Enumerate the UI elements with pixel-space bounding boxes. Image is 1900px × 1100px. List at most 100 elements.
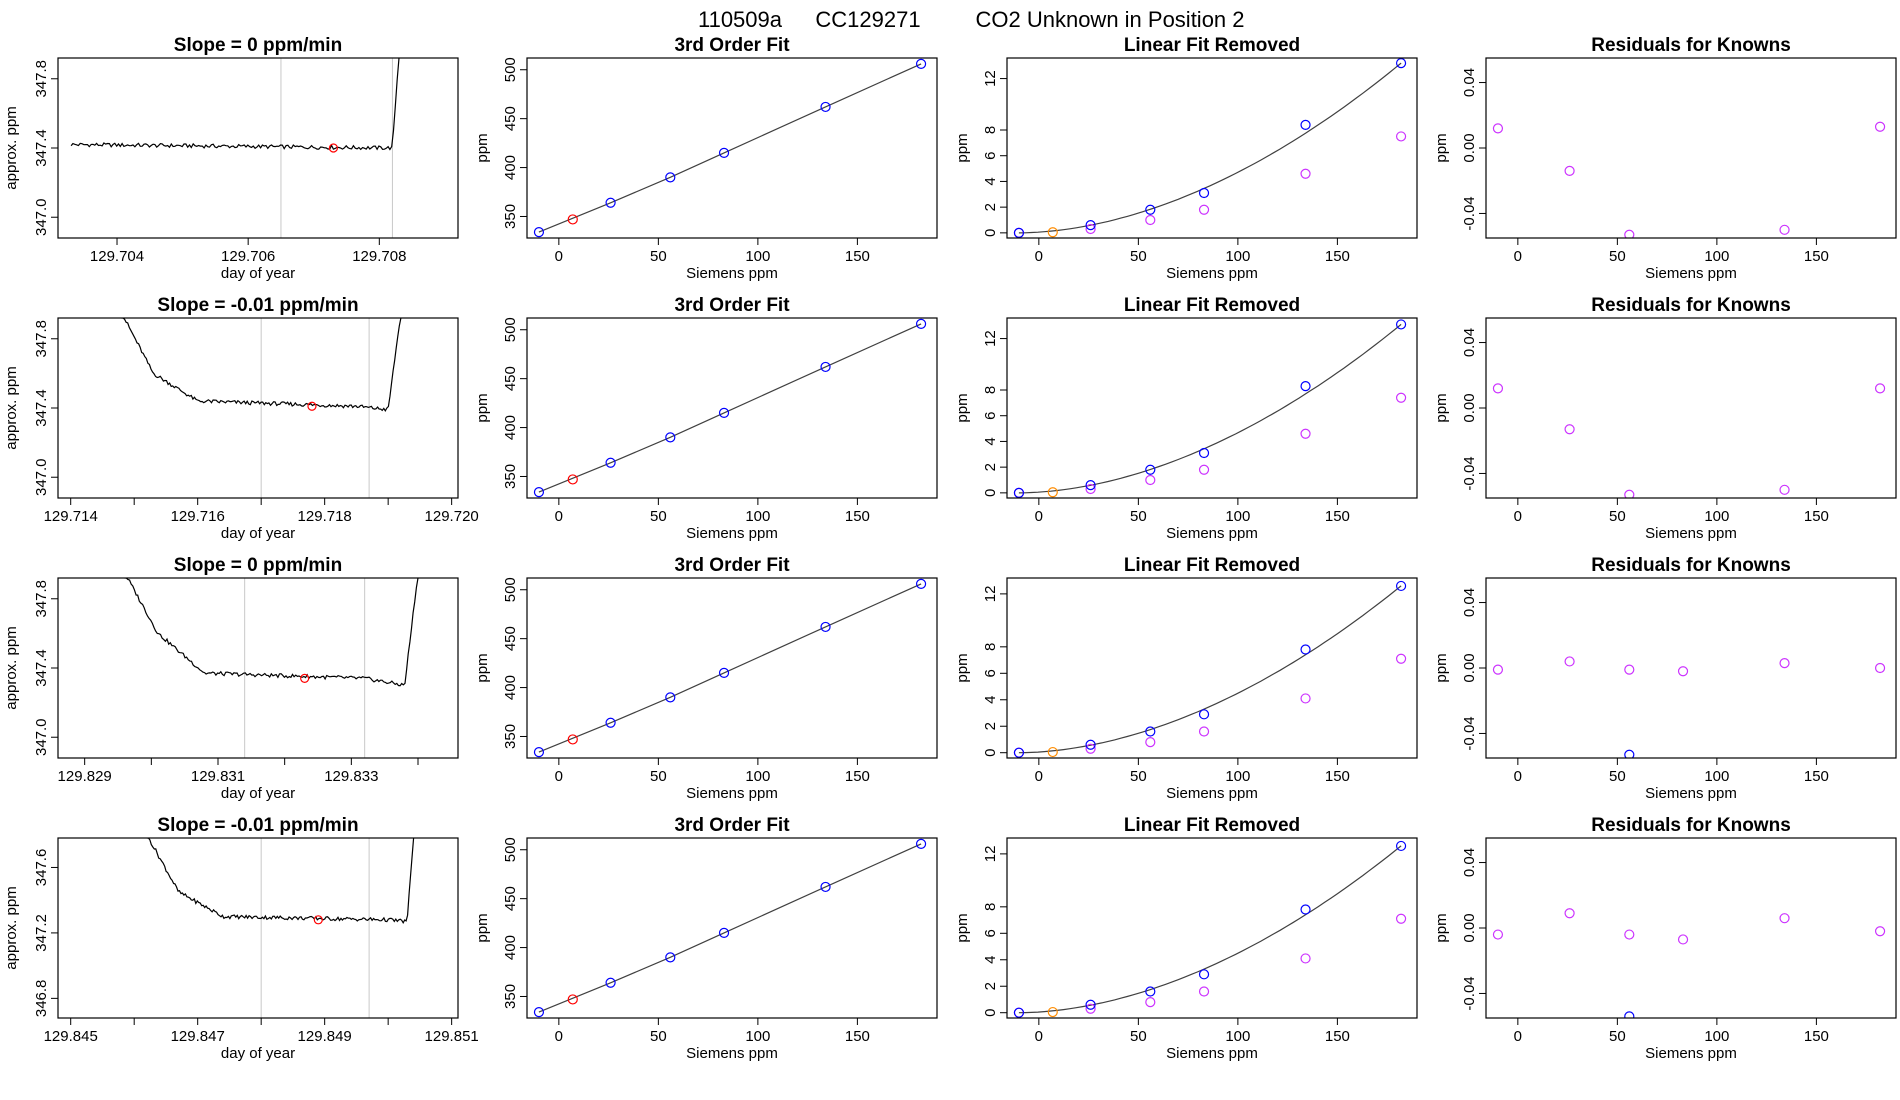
- panel-time-series-row1: Slope = 0 ppm/min 129.704 129.706 129.708 da…: [3, 35, 459, 282]
- linear-fit-point: [1198, 464, 1210, 475]
- x-tick-label: 150: [1325, 768, 1350, 785]
- panel-title: 3rd Order Fit: [674, 555, 790, 576]
- linear-fit-point: [1085, 223, 1096, 235]
- residual-point: [1677, 666, 1689, 677]
- known-standard-point: [915, 578, 927, 589]
- sample-average-point: [307, 401, 317, 411]
- panel-frame: [1006, 837, 1418, 1019]
- y-tick-label: 0: [982, 229, 999, 237]
- known-standard-point: [1085, 999, 1096, 1010]
- x-tick-label: 100: [1704, 508, 1729, 525]
- known-standard-point: [1395, 580, 1407, 592]
- x-tick-label: 100: [1704, 248, 1729, 265]
- residual-point: [1779, 657, 1790, 669]
- linear-fit-point: [1085, 743, 1096, 754]
- y-axis-label: ppm: [474, 913, 491, 942]
- residual-point: [1874, 121, 1886, 132]
- x-tick-label: 129.706: [221, 248, 275, 265]
- x-tick-label: 129.716: [171, 508, 225, 525]
- known-standard-point: [1085, 220, 1096, 231]
- known-standard-point: [1198, 969, 1210, 980]
- suptitle-run: 110509a: [698, 7, 783, 32]
- panel-title: 3rd Order Fit: [674, 295, 790, 316]
- x-tick-label: 129.847: [171, 1028, 225, 1045]
- linear-fit-point: [1085, 483, 1096, 495]
- plot-area: [1492, 656, 1886, 758]
- y-tick-label: 2: [982, 463, 999, 471]
- panel-title: Residuals for Knowns: [1591, 35, 1791, 56]
- known-standard-point: [605, 717, 616, 728]
- concentration-trace: [124, 578, 419, 687]
- y-tick-label: 347.4: [33, 129, 50, 167]
- y-tick-label: 2: [982, 982, 999, 990]
- y-tick-label: 6: [982, 412, 999, 420]
- residual-point: [1779, 224, 1790, 235]
- y-tick-label: 350: [502, 464, 519, 489]
- x-tick-label: 100: [1704, 1028, 1729, 1045]
- residual-point: [1677, 934, 1689, 945]
- x-axis-label: Siemens ppm: [1166, 265, 1258, 282]
- x-tick-label: 100: [1225, 248, 1250, 265]
- panel-title: Linear Fit Removed: [1124, 295, 1300, 316]
- concentration-trace: [121, 318, 402, 412]
- x-axis-label: Siemens ppm: [1645, 525, 1737, 542]
- panel-time-series-row2: Slope = -0.01 ppm/min 129.714 129.716 129.7…: [3, 295, 479, 542]
- y-tick-label: 500: [502, 57, 519, 82]
- plot-area: [124, 578, 419, 758]
- x-tick-label: 50: [1609, 768, 1626, 785]
- x-tick-label: 129.851: [425, 1028, 479, 1045]
- known-standard-point: [533, 487, 545, 498]
- y-tick-label: 347.8: [33, 60, 50, 98]
- residual-point: [1779, 484, 1790, 495]
- panel-linear-removed-row1: Linear Fit Removed 0 50 100 150 Siemens ppm 0 2…: [954, 35, 1418, 282]
- x-axis-label: day of year: [221, 265, 295, 282]
- linear-fit-point: [1198, 726, 1210, 737]
- plot-area: [1492, 908, 1886, 1018]
- y-tick-label: 6: [982, 669, 999, 677]
- sample-average-point: [300, 673, 310, 683]
- residual-point: [1564, 424, 1575, 435]
- panel-grid: Slope = 0 ppm/min 129.704 129.706 129.708 da…: [3, 35, 1897, 1062]
- y-tick-label: 0: [982, 749, 999, 757]
- known-standard-point: [533, 1007, 545, 1018]
- y-tick-label: 0.00: [1461, 393, 1478, 422]
- y-tick-label: 0.00: [1461, 653, 1478, 682]
- y-tick-label: 350: [502, 984, 519, 1009]
- panel-residuals-row2: Residuals for Knowns 0 50 100 150 Siemens ppm…: [1433, 295, 1897, 542]
- residual-point: [1492, 123, 1504, 134]
- y-tick-label: 8: [982, 386, 999, 394]
- known-standard-point: [533, 747, 545, 758]
- panel-frame: [1006, 57, 1418, 239]
- known-standard-point: [665, 172, 676, 183]
- fit-curve: [1018, 585, 1402, 754]
- known-standard-point: [1300, 381, 1311, 392]
- known-standard-point: [1300, 119, 1311, 130]
- unknown-sample-point: [567, 214, 578, 225]
- fit-curve: [1018, 845, 1402, 1014]
- clipped-known-point: [1624, 1011, 1635, 1018]
- x-tick-label: 100: [745, 1028, 770, 1045]
- concentration-trace: [70, 58, 400, 151]
- x-tick-label: 150: [845, 1028, 870, 1045]
- x-tick-label: 50: [1130, 768, 1147, 785]
- y-tick-label: 8: [982, 126, 999, 134]
- y-axis-label: ppm: [954, 393, 971, 422]
- panel-residuals-row3: Residuals for Knowns 0 50 100 150 Siemens ppm…: [1433, 555, 1897, 802]
- fit-curve: [1018, 62, 1402, 234]
- residual-point: [1492, 929, 1504, 940]
- x-tick-label: 50: [1130, 508, 1147, 525]
- y-tick-label: 450: [502, 106, 519, 131]
- known-standard-point: [1300, 644, 1311, 655]
- y-tick-label: 4: [982, 956, 999, 964]
- x-tick-label: 150: [845, 248, 870, 265]
- y-tick-label: 346.8: [33, 980, 50, 1018]
- known-standard-point: [1145, 726, 1156, 737]
- plot-area: [121, 318, 402, 498]
- known-standard-point: [605, 977, 616, 988]
- residual-point: [1874, 383, 1886, 394]
- y-tick-label: 450: [502, 886, 519, 911]
- x-tick-label: 0: [555, 508, 563, 525]
- known-standard-point: [820, 621, 831, 633]
- known-standard-point: [1145, 986, 1156, 997]
